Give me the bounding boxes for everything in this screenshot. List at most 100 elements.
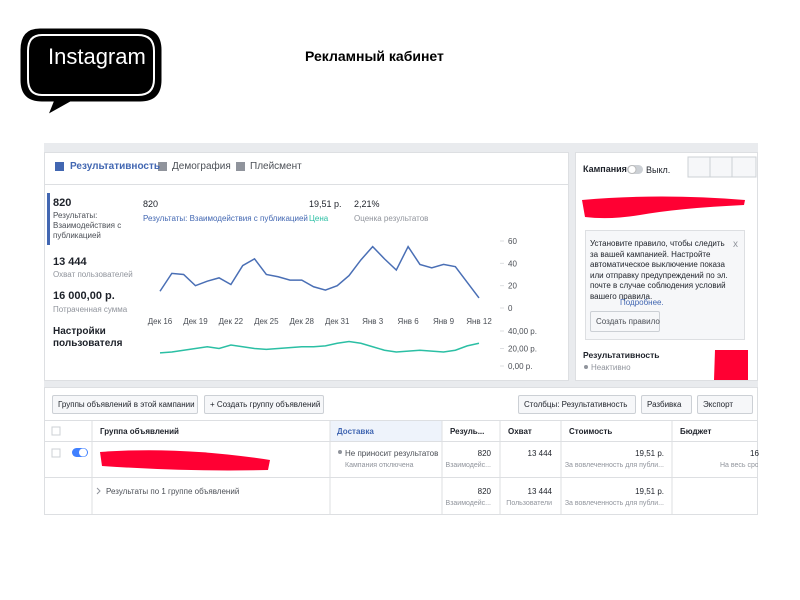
row-name: Результаты по 1 группе объявлений: [106, 487, 240, 496]
cost: 19,51 р.: [635, 487, 664, 496]
tab-icon: [158, 162, 167, 171]
toolbar-button[interactable]: Экспорт: [697, 395, 753, 414]
results: 820: [477, 487, 491, 496]
x-tick-label: Дек 16: [148, 317, 173, 326]
metric-label: Результаты: Взаимодействия с публикацией: [53, 211, 122, 240]
tab[interactable]: Демография: [172, 161, 231, 172]
summary-label: Оценка результатов: [354, 214, 429, 223]
x-tick-label: Дек 28: [290, 317, 315, 326]
divider: [44, 441, 758, 442]
column-header[interactable]: Охват: [508, 427, 532, 436]
metric-value: 820: [53, 197, 72, 209]
column-header[interactable]: Резуль...: [450, 427, 485, 436]
column-header[interactable]: Стоимость: [569, 427, 613, 436]
rule-button[interactable]: Создать правило: [590, 311, 660, 332]
cost-sub: За вовлеченность для публи...: [564, 462, 664, 469]
reach: 13 444: [527, 487, 552, 496]
checkbox[interactable]: [51, 448, 61, 458]
settings: Настройки пользователя: [53, 326, 123, 349]
divider: [44, 184, 569, 185]
page-title: Рекламный кабинет: [305, 48, 444, 64]
brand-bubble-ring: [27, 34, 155, 96]
sorted-column-bg: [330, 421, 442, 441]
campaign-label: Кампания: [583, 164, 627, 174]
x-tick-label: Дек 19: [183, 317, 208, 326]
notice-close[interactable]: x: [733, 239, 738, 250]
y-tick-label: 40: [508, 259, 517, 268]
y-tick-label: 60: [508, 237, 517, 246]
budget: 16: [750, 449, 759, 458]
toolbar-button[interactable]: Столбцы: Результативность: [518, 395, 636, 414]
results-sub: Взаимодейс...: [445, 462, 491, 469]
results-sub: Взаимодейс...: [445, 500, 491, 507]
notice-link[interactable]: Подробнее.: [620, 298, 664, 307]
summary-label: Результаты: Взаимодействия с публикацией: [143, 214, 308, 223]
metric-label: Охват пользователей: [53, 270, 133, 279]
results: 820: [477, 449, 491, 458]
status-dot: [584, 365, 588, 369]
x-tick-label: Дек 25: [254, 317, 279, 326]
cost-sub: За вовлеченность для публи...: [564, 500, 664, 507]
summary-value: 19,51 р.: [309, 199, 342, 209]
toggle-knob: [79, 448, 87, 457]
active-marker: [47, 193, 50, 245]
budget-sub: На весь срок: [720, 462, 758, 469]
column-header[interactable]: Бюджет: [680, 427, 712, 436]
tab-icon: [236, 162, 245, 171]
brand: Instagram: [48, 44, 146, 69]
reach: 13 444: [527, 449, 552, 458]
y-tick-label: 0: [508, 304, 513, 313]
metric-label: Потраченная сумма: [53, 305, 128, 314]
line-series: [159, 245, 480, 299]
x-tick-label: Янв 3: [362, 317, 384, 326]
x-tick-label: Янв 12: [466, 317, 492, 326]
line-series: [159, 340, 480, 354]
y-tick-label: 20,00 р.: [508, 345, 537, 354]
x-tick-label: Янв 6: [398, 317, 420, 326]
cost: 19,51 р.: [635, 449, 664, 458]
summary-label: Цена: [309, 214, 329, 223]
summary-value: 820: [143, 199, 159, 209]
y-tick-label: 0,00 р.: [508, 362, 532, 371]
expand-arrow[interactable]: [96, 487, 101, 495]
column-separators: [91, 421, 673, 515]
redaction: [100, 450, 270, 471]
toolbar-button[interactable]: Группы объявлений в этой кампании: [52, 395, 198, 414]
column-header[interactable]: Доставка: [337, 427, 374, 436]
x-tick-label: Янв 9: [433, 317, 455, 326]
edit-button[interactable]: [687, 156, 711, 178]
tab-icon: [55, 162, 64, 171]
chart-panel: [44, 152, 569, 381]
delivery-sub: Кампания отключена: [345, 462, 414, 469]
divider: [44, 477, 758, 478]
toggle-label: Выкл.: [646, 165, 671, 175]
y-tick-label: 40,00 р.: [508, 327, 537, 336]
metric-value: 13 444: [53, 256, 87, 268]
redaction: [714, 350, 748, 380]
x-tick-label: Дек 31: [325, 317, 350, 326]
y-tick-label: 20: [508, 282, 517, 291]
perf-status: Неактивно: [591, 363, 631, 372]
status-dot: [338, 450, 342, 454]
brand-bubble: [20, 28, 162, 114]
redaction: [582, 196, 745, 219]
toggle-knob: [627, 165, 637, 174]
toolbar-button[interactable]: + Создать группу объявлений: [204, 395, 324, 414]
perf-title: Результативность: [583, 350, 660, 360]
copy-button[interactable]: [709, 156, 733, 178]
tab[interactable]: Результативность: [70, 161, 161, 172]
checkbox[interactable]: [51, 426, 61, 436]
metric-value: 16 000,00 р.: [53, 290, 115, 302]
reach-sub: Пользователи: [506, 500, 552, 507]
delete-button[interactable]: [731, 156, 757, 178]
notice-text: Установите правило, чтобы следить за ваш…: [590, 239, 728, 301]
delivery: Не приносит результатов: [345, 449, 439, 458]
column-header[interactable]: Группа объявлений: [100, 427, 179, 436]
tab[interactable]: Плейсмент: [250, 161, 302, 172]
x-tick-label: Дек 22: [219, 317, 244, 326]
toolbar-button[interactable]: Разбивка: [641, 395, 692, 414]
summary-value: 2,21%: [354, 199, 380, 209]
divider: [44, 420, 758, 421]
